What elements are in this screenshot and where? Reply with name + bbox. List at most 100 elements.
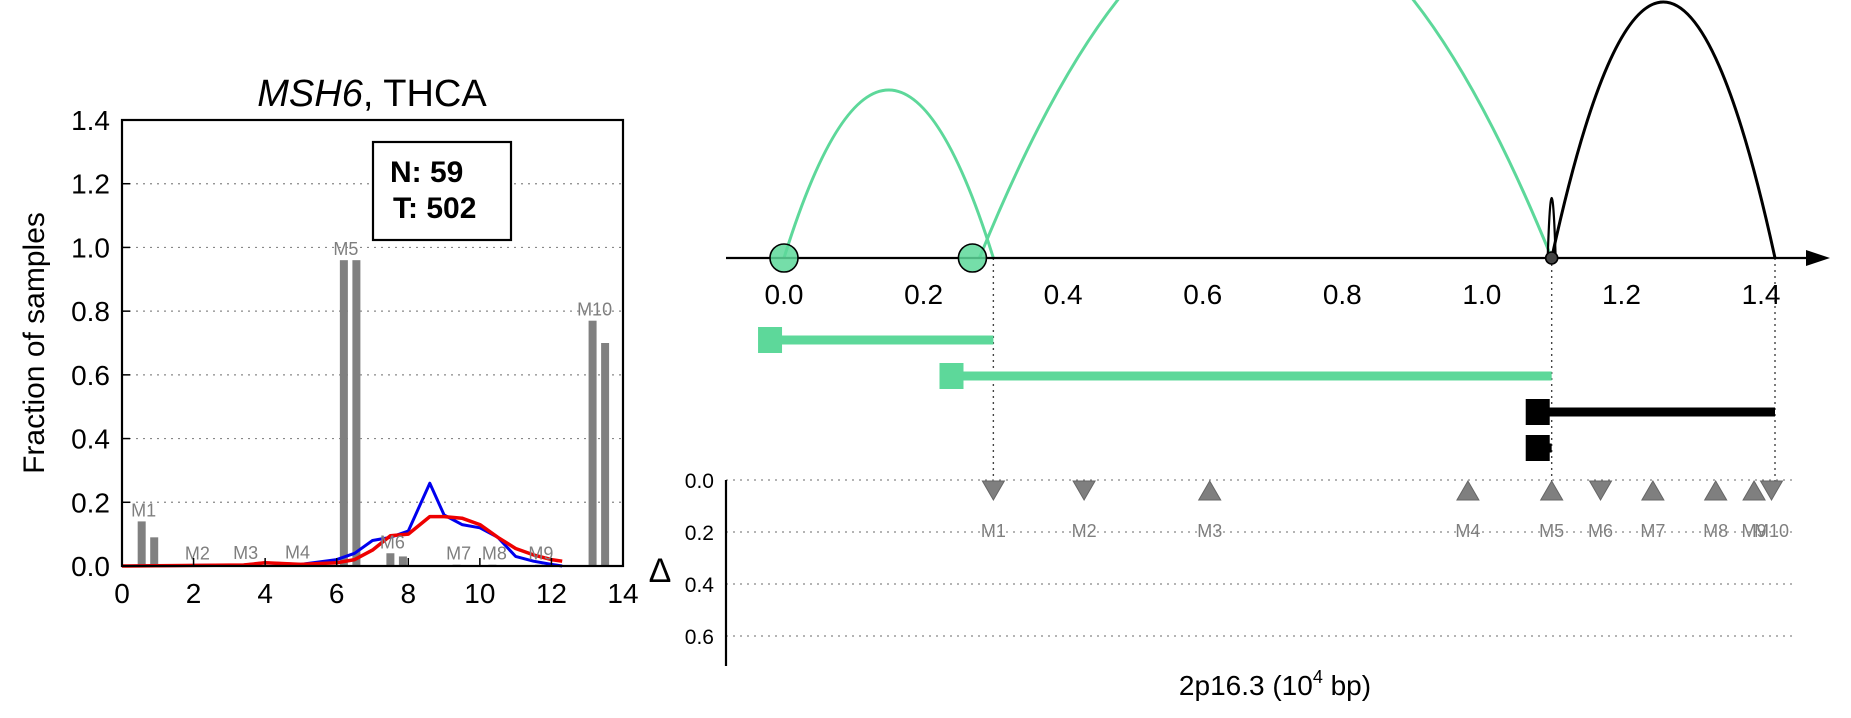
left-y-axis-label: Fraction of samples — [18, 212, 51, 474]
left-bar-label-M10: M10 — [577, 300, 612, 320]
left-xtick-label-5: 10 — [464, 578, 495, 609]
left-xtick-label-4: 8 — [400, 578, 416, 609]
left-bar-8 — [339, 260, 348, 566]
left-xtick-label-1: 2 — [186, 578, 202, 609]
legend-normal-count: N: 59 — [390, 156, 463, 189]
isoform-start-block-1 — [939, 363, 964, 389]
marker-label-M1: M1 — [981, 521, 1006, 541]
left-bar-chart: M1 M2 M3 M4 M5 M6 M7 M8 M9 M10 0.0 0.2 0.4 0.6 0.8 1.0… — [18, 73, 639, 609]
genome-xtick-label-7: 1.4 — [1742, 279, 1781, 310]
delta-gridlines — [726, 479, 1795, 637]
isoform-start-block-3 — [1525, 435, 1550, 461]
left-bar-9 — [352, 260, 361, 566]
marker-triangle-M10 — [1759, 480, 1784, 501]
left-bar-10 — [386, 553, 395, 566]
genome-xtick-label-0: 0.0 — [765, 279, 804, 310]
genome-xtick-label-4: 0.8 — [1323, 279, 1362, 310]
left-bar-label-M4: M4 — [285, 542, 310, 562]
isoform-start-block-0 — [758, 327, 783, 353]
left-bar-label-M3: M3 — [233, 543, 258, 563]
delta-tick-label-2: 0.4 — [685, 574, 715, 597]
isoform-bar-2 — [1537, 407, 1775, 417]
genome-xtick-label-3: 0.6 — [1183, 279, 1222, 310]
marker-label-M5: M5 — [1539, 521, 1564, 541]
left-xtick-label-7: 14 — [607, 578, 638, 609]
genome-axis-ticks: 0.0 0.2 0.4 0.6 0.8 1.0 1.2 1.4 — [765, 279, 1781, 310]
title-gene: MSH6 — [257, 73, 363, 115]
delta-tick-label-3: 0.6 — [685, 626, 714, 649]
xlabel-exponent: 4 — [1313, 667, 1323, 687]
left-bar-0 — [137, 521, 146, 566]
splice-arc-1 — [978, 0, 1554, 259]
xlabel-tail: bp) — [1323, 670, 1371, 701]
left-bar-19 — [601, 343, 610, 566]
marker-label-M3: M3 — [1197, 521, 1222, 541]
left-ytick-label-7: 1.4 — [71, 105, 110, 136]
marker-label-M8: M8 — [1703, 521, 1728, 541]
marker-triangle-M7 — [1641, 480, 1665, 501]
marker-triangle-M1 — [981, 480, 1006, 501]
marker-triangle-M2 — [1072, 480, 1096, 501]
marker-label-M7: M7 — [1640, 521, 1665, 541]
left-ytick-label-5: 1.0 — [71, 232, 110, 263]
marker-triangle-M4 — [1456, 480, 1480, 501]
right-splicing-diagram: 0.0 0.2 0.4 0.6 0.8 1.0 1.2 1.4 0.00.20.40.6 Δ … — [649, 0, 1830, 701]
left-xtick-label-0: 0 — [114, 578, 130, 609]
marker-triangle-M5 — [1539, 480, 1564, 501]
marker-label-M10: M10 — [1754, 521, 1789, 541]
splice-arc-0 — [782, 88, 995, 259]
xlabel-base: 2p16.3 (10 — [1179, 670, 1313, 701]
splice-arcs — [782, 0, 1777, 259]
left-series-line-1 — [121, 514, 563, 568]
marker-label-M6: M6 — [1588, 521, 1613, 541]
marker-triangle-M6 — [1588, 480, 1613, 501]
left-bars — [137, 260, 610, 566]
left-bar-1 — [150, 537, 159, 566]
left-bar-label-M7: M7 — [446, 544, 471, 564]
junction-circle-2 — [1544, 251, 1559, 265]
marker-triangle-M9 — [1742, 480, 1766, 501]
marker-label-M4: M4 — [1455, 521, 1480, 541]
delta-axis-ticks: 0.0 0.2 0.4 0.6 — [685, 470, 715, 649]
left-xtick-label-3: 6 — [329, 578, 345, 609]
left-ytick-label-1: 0.2 — [71, 487, 110, 518]
left-bar-label-M5: M5 — [333, 239, 358, 259]
genome-xtick-label-1: 0.2 — [904, 279, 943, 310]
marker-label-M9: M9 — [1742, 521, 1767, 541]
genome-xtick-label-5: 1.0 — [1462, 279, 1501, 310]
delta-tick-label-0: 0.0 — [685, 470, 714, 493]
left-ytick-label-6: 1.2 — [71, 169, 110, 200]
left-xtick-label-6: 12 — [536, 578, 567, 609]
left-bar-label-M1: M1 — [131, 500, 156, 520]
title-rest: , THCA — [363, 73, 488, 115]
left-ticks: 0.0 0.2 0.4 0.6 0.8 1.0 1.2 1.4 0 2 4 6 8 10 12 14 — [71, 105, 639, 609]
isoform-bar-0 — [770, 335, 994, 345]
left-xtick-label-2: 4 — [257, 578, 273, 609]
left-series-lines — [121, 481, 563, 568]
left-ytick-label-2: 0.4 — [71, 424, 110, 455]
left-chart-title: MSH6, THCA — [257, 73, 487, 115]
marker-triangle-M8 — [1703, 480, 1728, 501]
genome-axis-label: 2p16.3 (104 bp) — [1179, 667, 1371, 701]
left-ytick-label-4: 0.8 — [71, 296, 110, 327]
genome-axis-arrow — [1806, 250, 1830, 266]
left-bar-label-M6: M6 — [380, 532, 405, 552]
delta-axis-label: Δ — [649, 552, 672, 590]
genome-xtick-label-6: 1.2 — [1602, 279, 1641, 310]
isoform-start-block-2 — [1525, 399, 1550, 425]
splice-spike-arc — [1546, 197, 1557, 259]
junction-circle-0 — [769, 243, 799, 273]
left-bar-labels: M1 M2 M3 M4 M5 M6 M7 M8 M9 M10 — [131, 239, 612, 564]
legend-tumor-count: T: 502 — [393, 192, 476, 225]
isoform-bar-1 — [951, 371, 1552, 381]
isoform-bars — [758, 327, 1775, 461]
junction-circles — [769, 243, 1559, 273]
left-ytick-label-0: 0.0 — [71, 551, 110, 582]
delta-tick-label-1: 0.2 — [685, 522, 714, 545]
junction-circle-1 — [957, 243, 988, 273]
marker-triangle-M3 — [1197, 480, 1222, 501]
left-plot-frame — [120, 118, 625, 568]
left-bar-18 — [588, 320, 597, 566]
legend-box: N: 59 T: 502 — [371, 140, 513, 242]
